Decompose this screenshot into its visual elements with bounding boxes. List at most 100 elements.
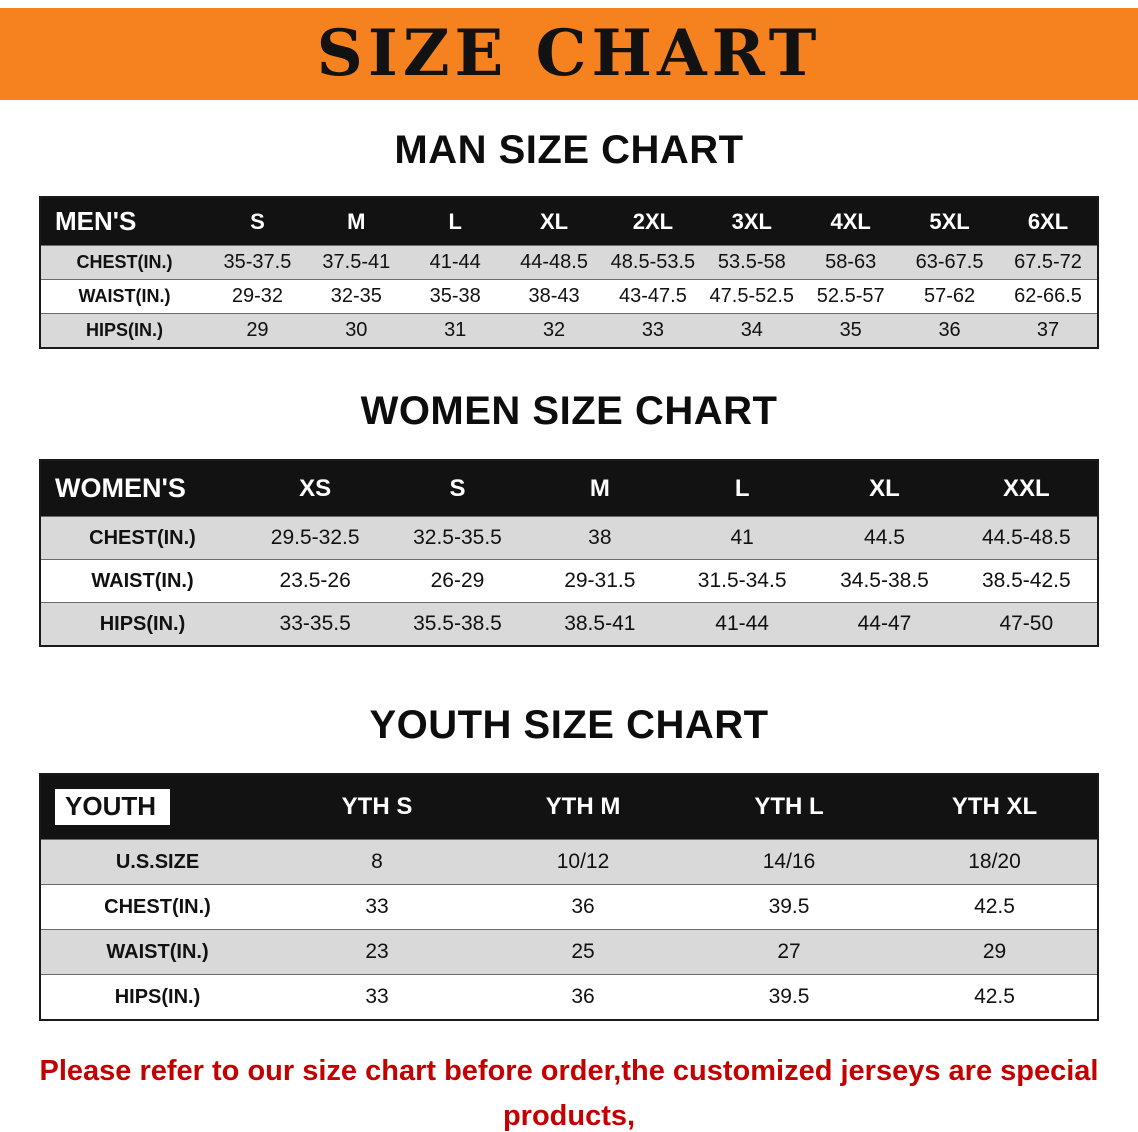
size-value-cell: 33 [274, 884, 480, 930]
size-column-header: 2XL [603, 197, 703, 246]
size-value-cell: 62-66.5 [999, 279, 1098, 314]
men-section-heading: MAN SIZE CHART [394, 128, 744, 172]
size-value-cell: 32.5-35.5 [386, 516, 529, 560]
size-column-header: 5XL [900, 197, 999, 246]
size-value-cell: 57-62 [900, 279, 999, 314]
size-value-cell: 63-67.5 [900, 245, 999, 280]
size-value-cell: 39.5 [686, 884, 892, 930]
disclaimer-line-1: Please refer to our size chart before or… [39, 1055, 1099, 1132]
row-label: CHEST(IN.) [40, 516, 244, 560]
table-corner-label: YOUTH [55, 789, 170, 825]
size-value-cell: 33-35.5 [244, 602, 387, 646]
size-value-cell: 41-44 [670, 602, 814, 646]
row-label: WAIST(IN.) [40, 929, 274, 975]
size-value-cell: 41 [670, 516, 814, 560]
youth-size-section: YOUTH SIZE CHART YOUTH YTH S YTH M YTH L YTH… [0, 703, 1138, 1021]
size-value-cell: 38-43 [504, 279, 604, 314]
size-value-cell: 29 [208, 313, 307, 348]
table-row: CHEST(IN.) 35-37.5 37.5-41 41-44 44-48.5 48.5… [40, 245, 1098, 280]
youth-size-table: YOUTH YTH S YTH M YTH L YTH XL U.S.SIZE 8 10/12… [39, 773, 1099, 1021]
size-value-cell: 10/12 [480, 839, 686, 885]
table-row: HIPS(IN.) 33-35.5 35.5-38.5 38.5-41 41-44 44-… [40, 602, 1098, 646]
size-value-cell: 43-47.5 [603, 279, 703, 314]
size-value-cell: 27 [686, 929, 892, 975]
size-value-cell: 38.5-41 [528, 602, 671, 646]
size-value-cell: 48.5-53.5 [603, 245, 703, 280]
size-value-cell: 25 [480, 929, 686, 975]
size-column-header: 6XL [999, 197, 1098, 246]
table-header-row: MEN'S S M L XL 2XL 3XL 4XL 5XL 6XL [40, 197, 1098, 246]
size-value-cell: 29 [892, 929, 1098, 975]
table-row: WAIST(IN.) 29-32 32-35 35-38 38-43 43-47.5 47.… [40, 279, 1098, 314]
size-value-cell: 29.5-32.5 [244, 516, 387, 560]
size-value-cell: 67.5-72 [999, 245, 1098, 280]
table-row: HIPS(IN.) 29 30 31 32 33 34 35 36 37 [40, 313, 1098, 348]
size-value-cell: 14/16 [686, 839, 892, 885]
size-value-cell: 33 [274, 974, 480, 1020]
size-value-cell: 36 [480, 884, 686, 930]
row-label: WAIST(IN.) [40, 279, 208, 314]
size-column-header: YTH XL [892, 774, 1098, 840]
size-value-cell: 34.5-38.5 [813, 559, 956, 603]
banner-title: SIZE CHART [316, 16, 822, 91]
size-value-cell: 26-29 [386, 559, 529, 603]
row-label: CHEST(IN.) [40, 245, 208, 280]
size-column-header: 3XL [702, 197, 802, 246]
table-header-row: WOMEN'S XS S M L XL XXL [40, 460, 1098, 517]
row-label: HIPS(IN.) [40, 313, 208, 348]
size-value-cell: 23.5-26 [244, 559, 387, 603]
men-size-table: MEN'S S M L XL 2XL 3XL 4XL 5XL 6XL CHEST(IN.) 35-37… [39, 196, 1099, 349]
size-column-header: M [528, 460, 671, 517]
women-size-section: WOMEN SIZE CHART WOMEN'S XS S M L XL XXL CHEST(… [0, 389, 1138, 647]
size-column-header: S [386, 460, 529, 517]
banner: SIZE CHART [0, 8, 1138, 100]
size-column-header: 4XL [801, 197, 901, 246]
size-value-cell: 36 [480, 974, 686, 1020]
row-label: WAIST(IN.) [40, 559, 244, 603]
size-value-cell: 30 [306, 313, 406, 348]
size-column-header: L [405, 197, 505, 246]
size-value-cell: 29-32 [208, 279, 307, 314]
size-value-cell: 42.5 [892, 974, 1098, 1020]
table-corner-cell: YOUTH [40, 774, 274, 840]
size-value-cell: 29-31.5 [528, 559, 671, 603]
size-value-cell: 44.5 [813, 516, 956, 560]
women-size-table: WOMEN'S XS S M L XL XXL CHEST(IN.) 29.5-32.5 32.5… [39, 459, 1099, 647]
table-header-row: YOUTH YTH S YTH M YTH L YTH XL [40, 774, 1098, 840]
size-column-header: XXL [955, 460, 1098, 517]
size-column-header: XL [504, 197, 604, 246]
row-label: HIPS(IN.) [40, 974, 274, 1020]
disclaimer: Please refer to our size chart before or… [0, 1049, 1138, 1132]
row-label: U.S.SIZE [40, 839, 274, 885]
size-value-cell: 36 [900, 313, 999, 348]
table-row: HIPS(IN.) 33 36 39.5 42.5 [40, 974, 1098, 1020]
size-value-cell: 31.5-34.5 [670, 559, 814, 603]
size-value-cell: 18/20 [892, 839, 1098, 885]
size-value-cell: 31 [405, 313, 505, 348]
table-row: CHEST(IN.) 33 36 39.5 42.5 [40, 884, 1098, 930]
size-value-cell: 35-38 [405, 279, 505, 314]
table-corner-cell: MEN'S [40, 197, 208, 246]
youth-section-heading: YOUTH SIZE CHART [369, 703, 769, 747]
size-column-header: L [670, 460, 814, 517]
size-value-cell: 44-47 [813, 602, 956, 646]
table-row: U.S.SIZE 8 10/12 14/16 18/20 [40, 839, 1098, 885]
size-value-cell: 33 [603, 313, 703, 348]
table-row: WAIST(IN.) 23 25 27 29 [40, 929, 1098, 975]
size-value-cell: 42.5 [892, 884, 1098, 930]
row-label: CHEST(IN.) [40, 884, 274, 930]
size-value-cell: 53.5-58 [702, 245, 802, 280]
size-column-header: YTH L [686, 774, 892, 840]
size-value-cell: 37.5-41 [306, 245, 406, 280]
size-value-cell: 41-44 [405, 245, 505, 280]
size-column-header: M [306, 197, 406, 246]
size-value-cell: 47-50 [955, 602, 1098, 646]
size-value-cell: 39.5 [686, 974, 892, 1020]
table-corner-label: WOMEN'S [55, 473, 186, 503]
size-column-header: YTH S [274, 774, 480, 840]
size-column-header: YTH M [480, 774, 686, 840]
size-value-cell: 38.5-42.5 [955, 559, 1098, 603]
size-value-cell: 35-37.5 [208, 245, 307, 280]
size-value-cell: 37 [999, 313, 1098, 348]
